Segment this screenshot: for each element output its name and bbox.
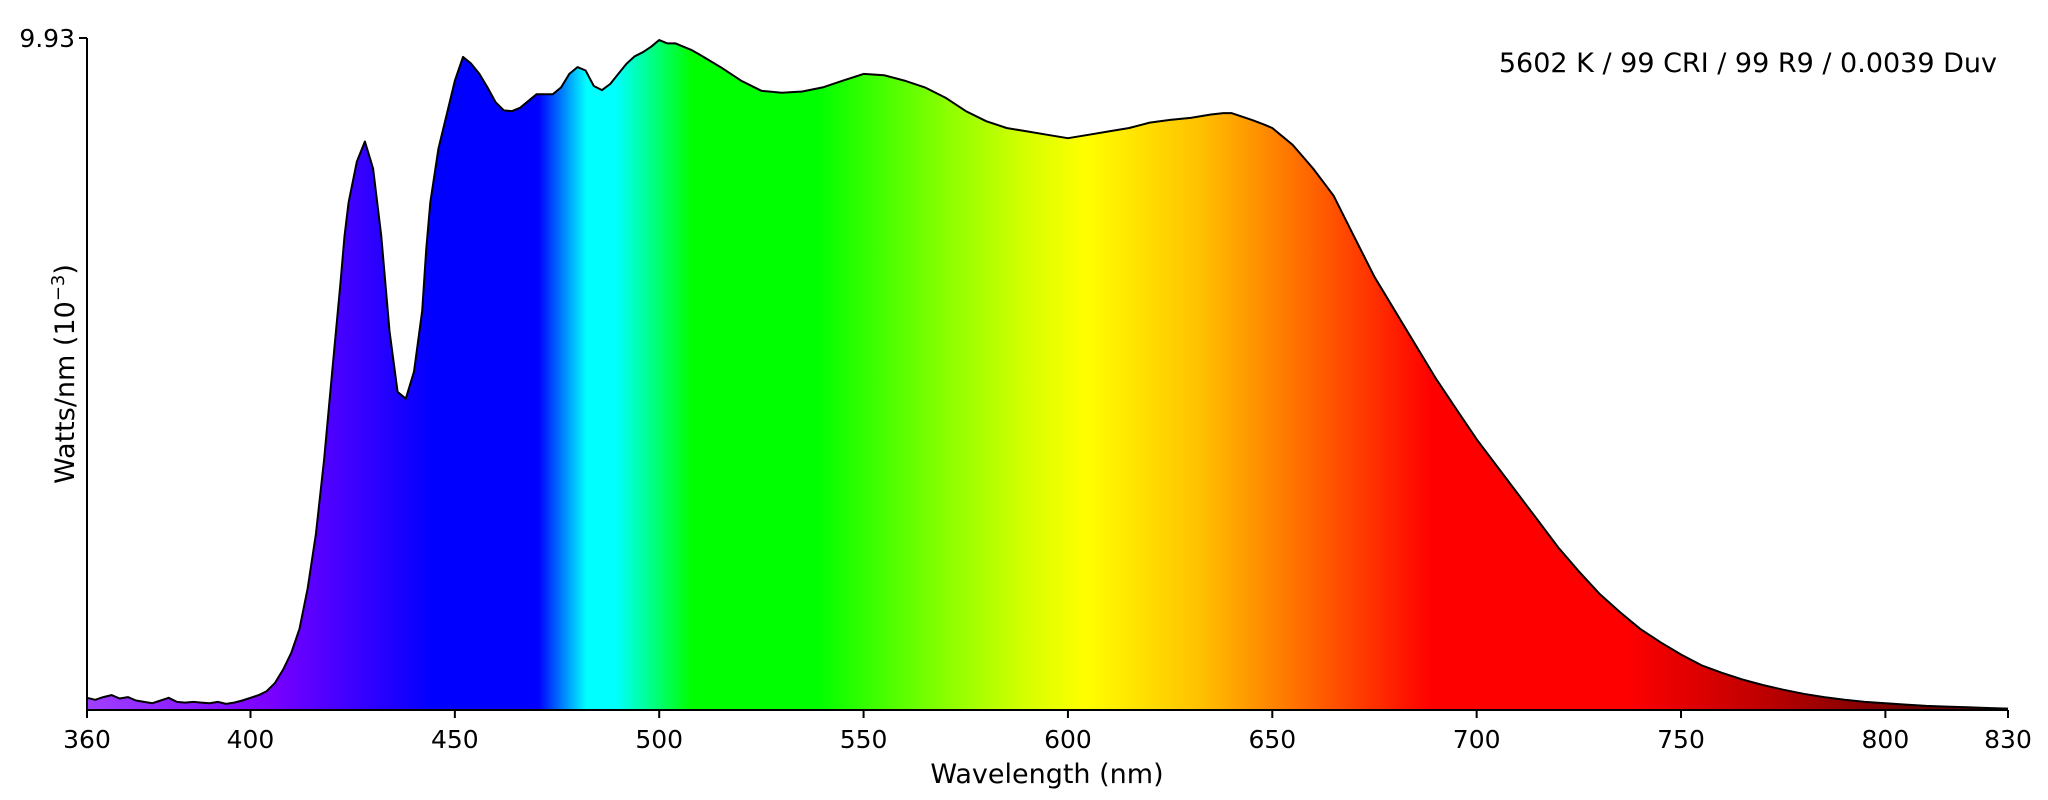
x-axis-title: Wavelength (nm) bbox=[930, 759, 1163, 790]
x-tick-label: 650 bbox=[1248, 725, 1296, 754]
y-axis-title-close: ) bbox=[50, 264, 81, 275]
x-tick-label: 800 bbox=[1862, 725, 1910, 754]
x-axis-ticks: 360 400 450 500 550 600 650 700 750 800 830 bbox=[63, 710, 2032, 754]
x-tick-label: 600 bbox=[1044, 725, 1092, 754]
x-tick-label: 830 bbox=[1984, 725, 2032, 754]
x-tick-label: 750 bbox=[1657, 725, 1705, 754]
y-axis-title: Watts/nm (10−3) bbox=[48, 264, 81, 484]
y-axis-title-main: Watts/nm (10 bbox=[50, 301, 81, 484]
y-axis-ticks: 9.93 bbox=[19, 24, 87, 53]
y-tick-label: 9.93 bbox=[19, 24, 75, 53]
x-tick-label: 700 bbox=[1453, 725, 1501, 754]
x-tick-label: 360 bbox=[63, 725, 111, 754]
x-tick-label: 400 bbox=[227, 725, 275, 754]
spectrum-area bbox=[87, 40, 2008, 710]
x-tick-label: 450 bbox=[431, 725, 479, 754]
x-tick-label: 500 bbox=[635, 725, 683, 754]
spectrum-outline bbox=[86, 39, 2009, 710]
y-axis-title-exponent: −3 bbox=[48, 275, 69, 302]
x-tick-label: 550 bbox=[840, 725, 888, 754]
metrics-annotation: 5602 K / 99 CRI / 99 R9 / 0.0039 Duv bbox=[1499, 48, 1997, 79]
